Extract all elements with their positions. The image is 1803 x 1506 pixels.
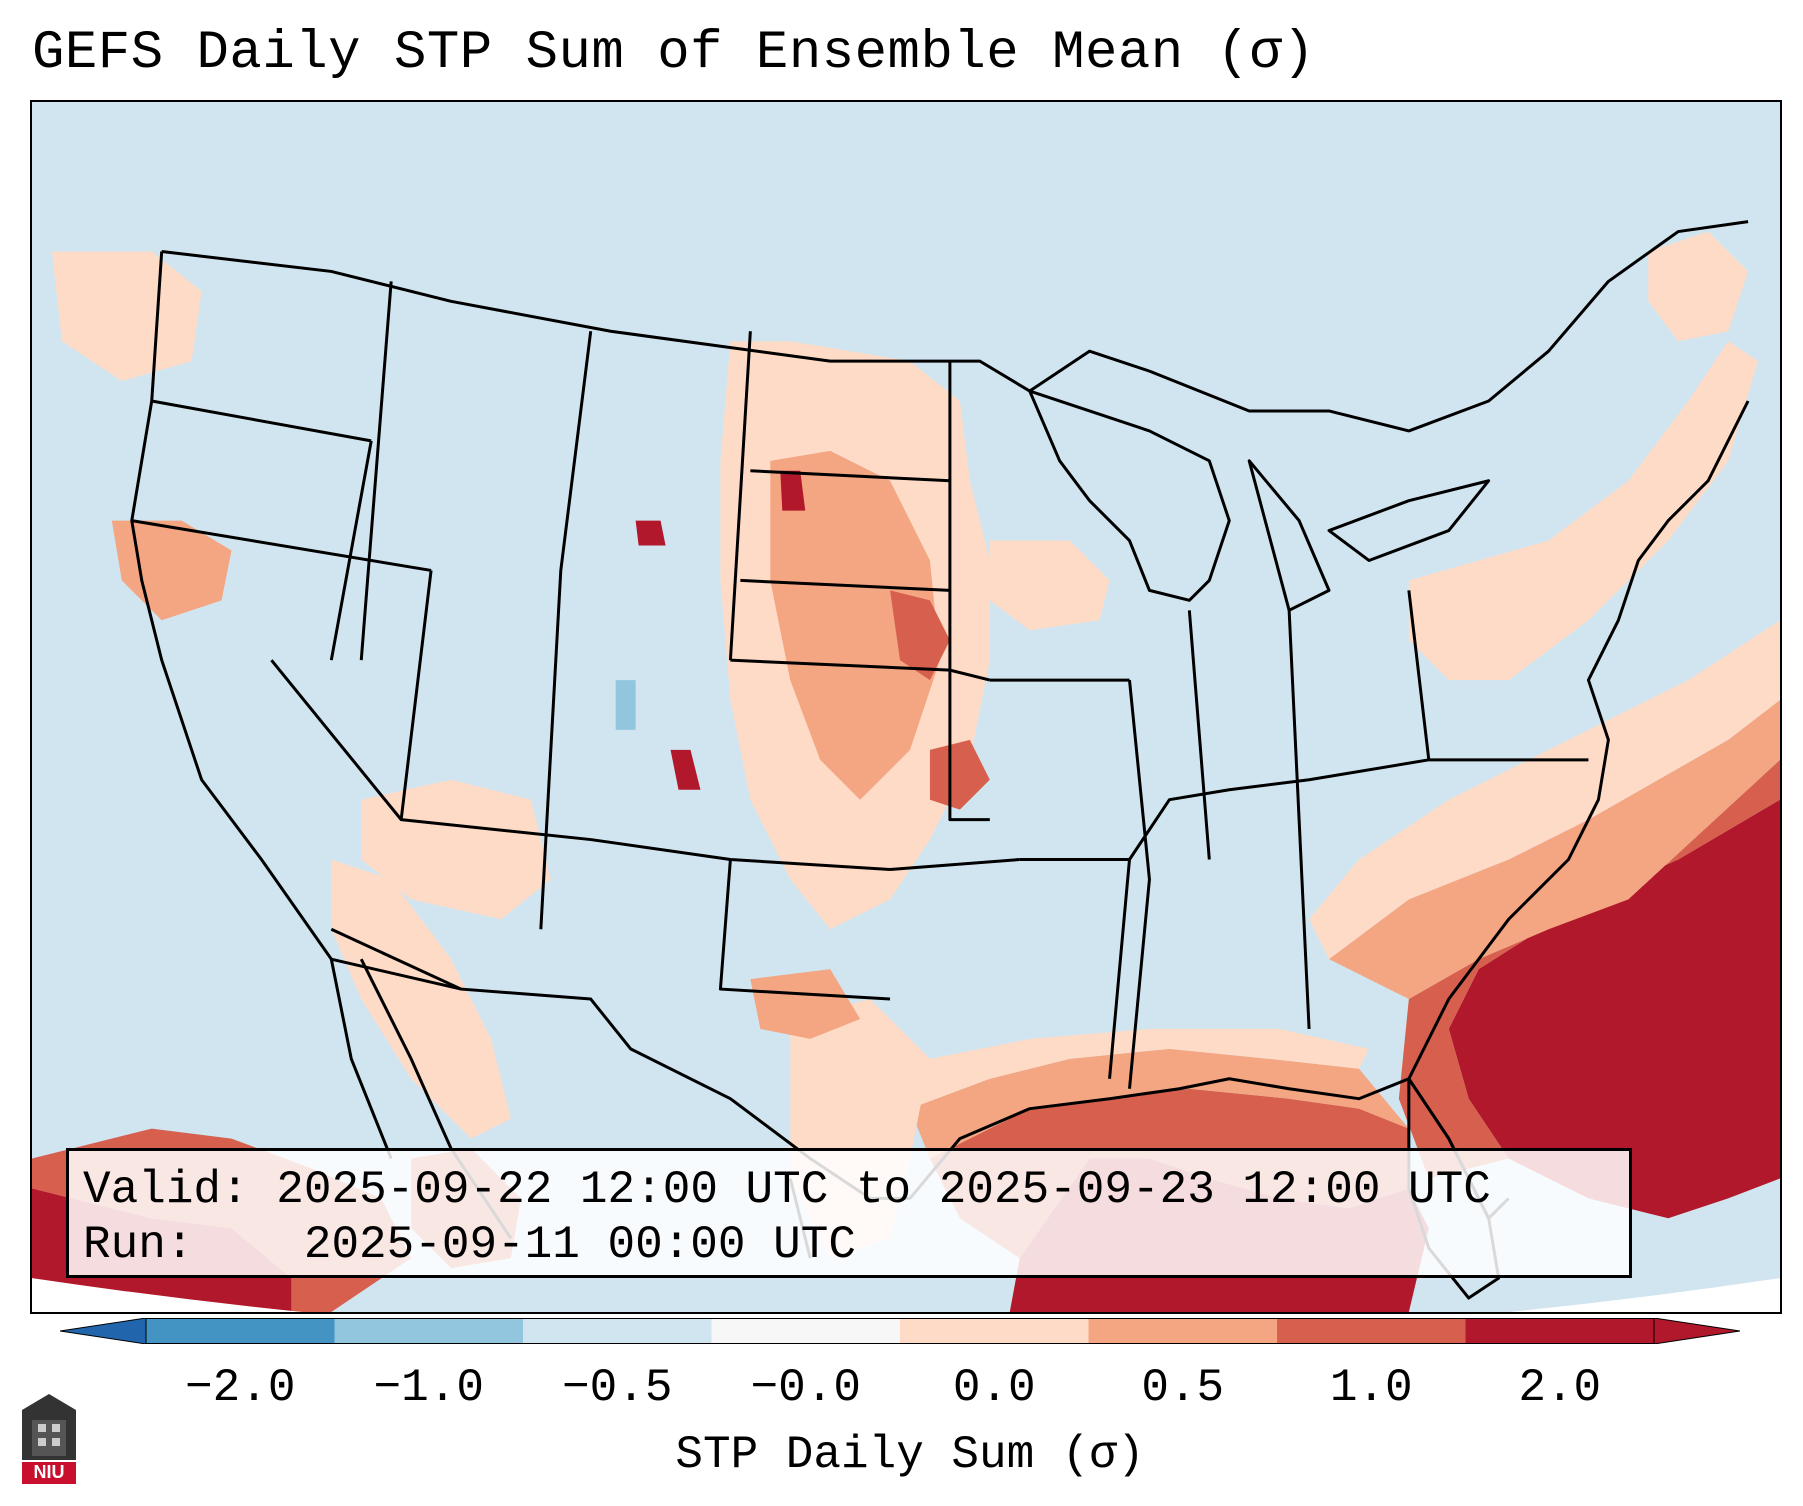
colorbar-segment (1088, 1318, 1278, 1344)
anomaly-texas-light (750, 969, 861, 1039)
colorbar-tick-label: −0.5 (562, 1362, 673, 1414)
valid-time-box: Valid: 2025-09-22 12:00 UTC to 2025-09-2… (66, 1148, 1632, 1278)
state-lines-west (131, 281, 891, 991)
anomaly-wyoming-strong (635, 520, 666, 546)
colorbar-segment (146, 1318, 335, 1344)
atlantic-coast (1407, 400, 1750, 1080)
colorbar-segment (900, 1318, 1089, 1344)
anomaly-atlantic-faint (1309, 620, 1780, 960)
anomaly-northeast-faint (1408, 341, 1759, 681)
colorbar-tick-label: 1.0 (1329, 1362, 1413, 1414)
niu-logo (22, 1394, 76, 1484)
anomaly-atlantic-strong (1448, 799, 1780, 1219)
colorbar-segment (523, 1318, 712, 1344)
colorbar-segment (334, 1318, 524, 1344)
run-value: 2025-09-11 00:00 UTC (303, 1219, 856, 1271)
anomaly-plains-moderate-2 (929, 739, 990, 810)
colorbar-tick-label: 0.5 (1141, 1362, 1225, 1414)
run-label: Run: (83, 1219, 194, 1271)
anomaly-gulf-moderate (929, 1088, 1409, 1259)
map-panel (30, 100, 1782, 1314)
map-title: GEFS Daily STP Sum of Ensemble Mean (σ) (32, 23, 1316, 84)
great-lakes (1028, 389, 1491, 612)
west-coast (130, 251, 393, 1160)
colorbar-outline (145, 1318, 1655, 1344)
anomaly-dakota-strong (780, 470, 806, 511)
state-lines-east (989, 590, 1589, 1089)
us-canada-border (161, 220, 1749, 433)
colorbar-extend-min (60, 1318, 147, 1344)
state-lines-plains (718, 361, 1020, 1001)
colorbar-tick-label: 0.0 (952, 1362, 1036, 1414)
colorbar (60, 1318, 1740, 1344)
colorbar-segments (146, 1318, 1655, 1344)
anomaly-pacnw-faint (51, 251, 202, 382)
anomaly-canada-faint (1648, 231, 1749, 342)
anomaly-southwest-faint (361, 779, 551, 920)
anomaly-gulf-light (909, 1048, 1409, 1159)
colorbar-tick-label: 2.0 (1518, 1362, 1602, 1414)
anomaly-atlantic-light (1329, 700, 1780, 1000)
anomaly-plains-light (770, 450, 940, 800)
anomaly-midwest-faint (989, 540, 1110, 631)
anomaly-mexico-faint (331, 859, 511, 1139)
anomaly-colorado-blue (615, 680, 636, 730)
anomaly-newmexico-strong (670, 749, 701, 790)
valid-label: Valid: (83, 1164, 249, 1216)
colorbar-segment (1465, 1318, 1655, 1344)
colorbar-tick-label: −0.0 (750, 1362, 861, 1414)
anomaly-atlantic-moderate (1398, 759, 1780, 1179)
colorbar-label: STP Daily Sum (σ) (675, 1429, 1145, 1481)
colorbar-segment (1277, 1318, 1466, 1344)
valid-value: 2025-09-22 12:00 UTC to 2025-09-23 12:00… (276, 1164, 1491, 1216)
colorbar-segment (711, 1318, 901, 1344)
colorbar-tick-label: −1.0 (373, 1362, 484, 1414)
logo-text: NIU (33, 1462, 65, 1482)
anomaly-gulf-faint (850, 1028, 1369, 1109)
domain-edge (32, 1278, 1780, 1312)
anomaly-plains-moderate (890, 590, 950, 681)
colorbar-tick-label: −2.0 (185, 1362, 296, 1414)
stp-map (32, 102, 1780, 1312)
colorbar-extend-max (1653, 1318, 1740, 1344)
anomaly-california-light (111, 520, 232, 621)
